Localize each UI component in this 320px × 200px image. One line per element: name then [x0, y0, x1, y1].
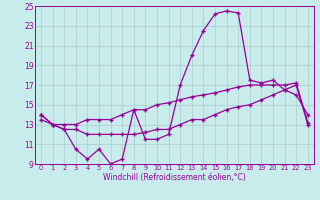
X-axis label: Windchill (Refroidissement éolien,°C): Windchill (Refroidissement éolien,°C)	[103, 173, 246, 182]
